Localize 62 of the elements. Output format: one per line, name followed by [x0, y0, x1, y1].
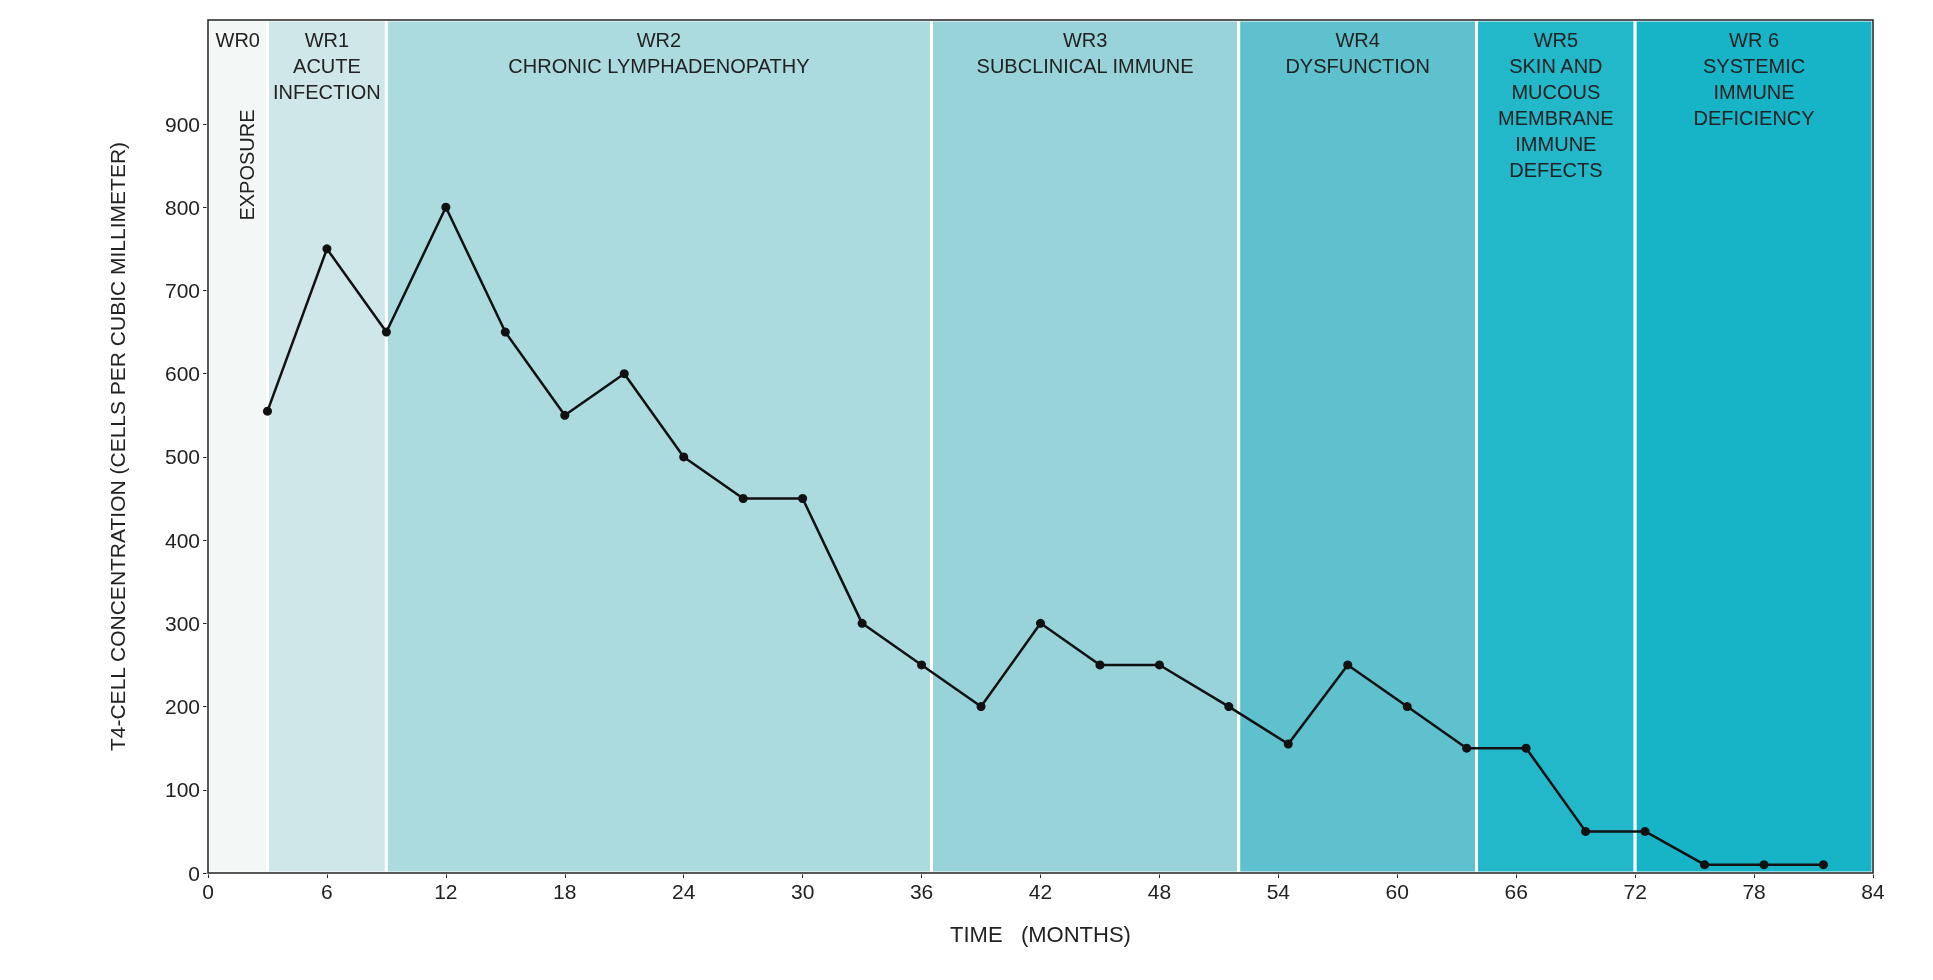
x-tick-label: 6 [321, 880, 333, 903]
point [1095, 660, 1105, 670]
band-label: WR1 ACUTE INFECTION [273, 28, 381, 103]
point [857, 618, 867, 628]
point [679, 452, 689, 462]
x-axis-title: TIME (MONTHS) [950, 921, 1131, 947]
y-tick-label: 500 [164, 445, 200, 469]
point [798, 494, 808, 504]
y-tick-label: 900 [164, 112, 200, 136]
point [1036, 618, 1045, 628]
x-tick-label: 48 [1147, 880, 1172, 903]
point [381, 327, 391, 337]
point [1700, 860, 1710, 870]
x-tick-label: 30 [790, 880, 815, 903]
x-tick-label: 24 [672, 880, 696, 903]
y-tick-label: 400 [164, 528, 200, 552]
point [322, 244, 332, 254]
band-label: WR3 SUBCLINICAL IMMUNE [976, 28, 1194, 77]
point [1154, 660, 1164, 670]
y-axis-title: T4-CELL CONCENTRATION (CELLS PER CUBIC MILLIMETER) [106, 141, 129, 752]
band-label: WR0 [215, 28, 260, 51]
x-tick-label: 12 [434, 880, 458, 903]
point [262, 406, 272, 416]
point [1759, 860, 1769, 870]
x-tick-label: 72 [1623, 880, 1647, 903]
y-tick-label: 100 [164, 778, 200, 802]
point [1462, 743, 1472, 753]
point [1343, 660, 1353, 670]
band-label: WR 6 SYSTEMIC IMMUNE DEFICIENCY [1693, 28, 1815, 129]
band-label: WR4 DYSFUNCTION [1285, 28, 1430, 77]
point [1224, 702, 1234, 712]
point [1581, 826, 1591, 836]
point [619, 369, 629, 379]
point [976, 702, 986, 712]
x-tick-label: 18 [553, 880, 577, 903]
band-label: WR2 CHRONIC LYMPHADENOPATHY [508, 28, 810, 77]
band-label: WR5 SKIN AND MUCOUS MEMBRANE IMMUNE DEFECTS [1498, 28, 1614, 181]
y-tick-label: 600 [164, 362, 200, 386]
x-tick-label: 36 [909, 880, 934, 903]
point [1640, 826, 1650, 836]
y-tick-label: 800 [164, 195, 200, 219]
x-tick-label: 0 [202, 880, 214, 903]
point [738, 494, 748, 504]
annotation: EXPOSURE [235, 109, 258, 221]
y-tick-label: 700 [164, 278, 200, 302]
y-tick-label: 300 [164, 611, 200, 635]
point [1818, 860, 1828, 870]
x-tick-label: 66 [1504, 880, 1528, 903]
x-tick-label: 54 [1266, 880, 1291, 903]
point [1521, 743, 1531, 753]
point [1402, 702, 1412, 712]
point [560, 410, 570, 420]
point [441, 202, 451, 212]
y-tick-label: 0 [188, 861, 200, 885]
x-tick-label: 60 [1385, 880, 1409, 903]
x-tick-label: 42 [1028, 880, 1053, 903]
x-tick-label: 84 [1861, 880, 1885, 903]
y-tick-label: 200 [164, 695, 200, 719]
x-tick-label: 78 [1742, 880, 1766, 903]
point [500, 327, 510, 337]
point [917, 660, 927, 670]
point [1283, 739, 1293, 749]
